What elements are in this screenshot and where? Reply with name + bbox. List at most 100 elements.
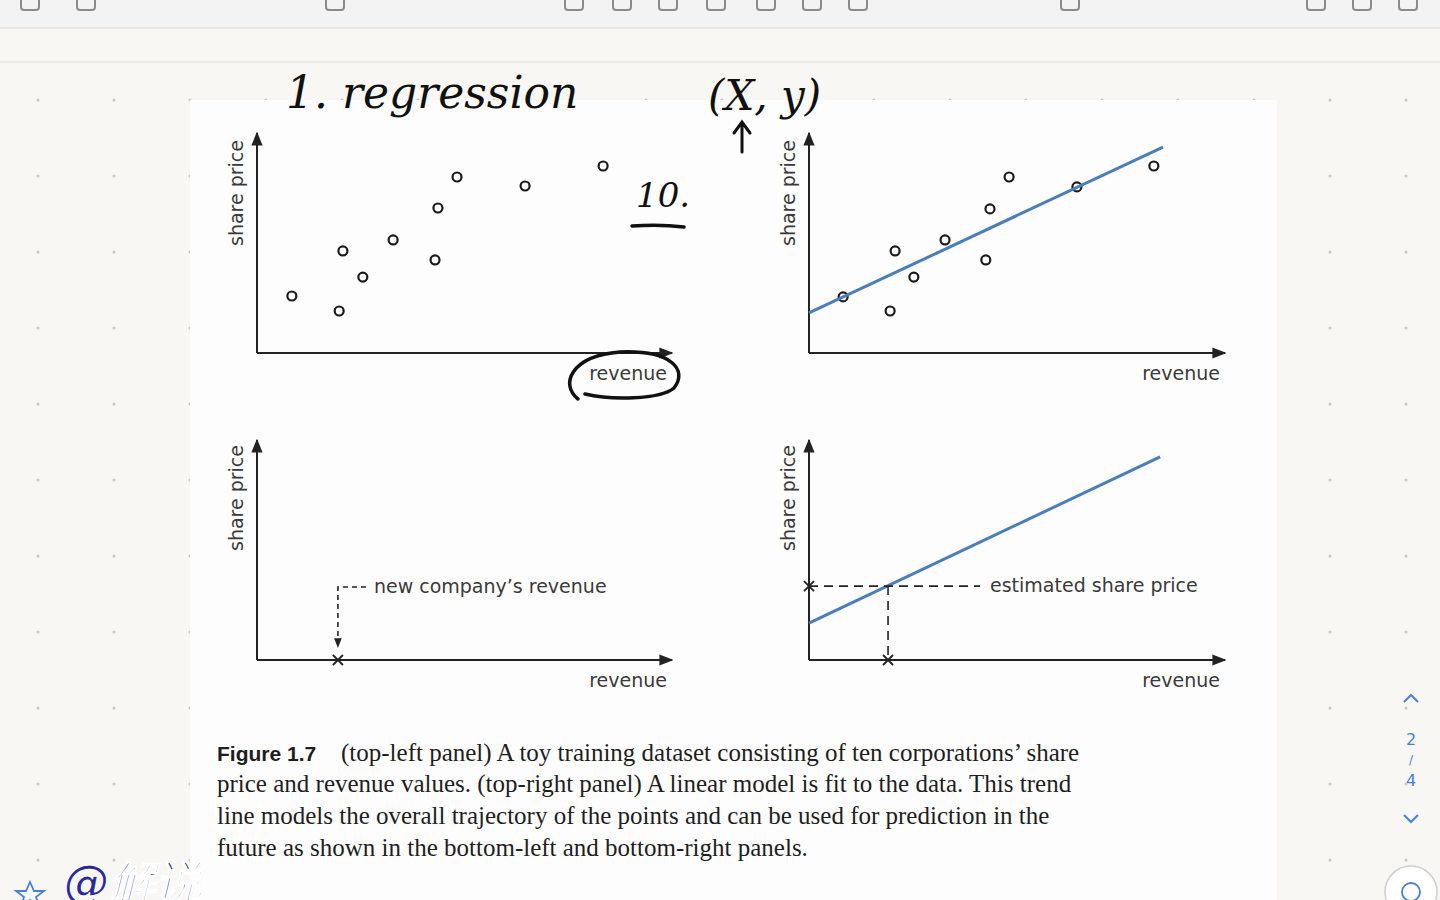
grid-dot — [1328, 478, 1331, 481]
grid-dot — [36, 250, 39, 253]
toolbar-icon[interactable] — [1307, 0, 1325, 10]
favorite-icon[interactable] — [16, 882, 44, 900]
handwriting: 1. regression(X, y)10. — [286, 67, 821, 399]
y-label: share price — [225, 140, 247, 246]
grid-dot — [112, 782, 115, 785]
grid-dot — [36, 402, 39, 405]
caption-line: line models the overall trajectory of th… — [217, 802, 1049, 829]
toolbar-icon[interactable] — [1399, 0, 1417, 10]
grid-dot — [36, 478, 39, 481]
x-axis — [809, 352, 1225, 354]
point — [981, 255, 990, 264]
toolbar-icon[interactable] — [326, 0, 344, 10]
grid-dot — [36, 174, 39, 177]
point — [433, 204, 442, 213]
toolbar-icon[interactable] — [565, 0, 583, 10]
estimate-guide-h — [809, 585, 980, 587]
point — [909, 273, 918, 282]
grid-dot — [1404, 554, 1407, 557]
grid-dot — [112, 554, 115, 557]
grid-dot — [112, 250, 115, 253]
x-axis — [257, 659, 672, 661]
toolbar-icon[interactable] — [1061, 0, 1079, 10]
grid-dot — [1328, 250, 1331, 253]
grid-dot — [1328, 782, 1331, 785]
point — [431, 255, 440, 264]
toolbar-border — [0, 28, 1440, 29]
page-rule — [0, 62, 1440, 63]
panel-scatter: share pricerevenue — [225, 133, 672, 384]
panel-scatter: share price revenue — [777, 133, 1225, 384]
toolbar-icon[interactable] — [707, 0, 725, 10]
point — [985, 204, 994, 213]
toolbar — [0, 0, 1440, 28]
add-icon[interactable] — [1402, 883, 1420, 900]
panel-scatter: share price revenue new company’s revenue — [225, 440, 672, 691]
y-axis — [256, 133, 258, 353]
panel-line: share price revenue estimated share price — [777, 440, 1225, 691]
y-axis — [808, 440, 810, 660]
x-label: revenue — [1142, 669, 1220, 691]
caption: Figure 1.7 (top-left panel) A toy trainin… — [217, 739, 1079, 861]
y-axis-marker — [804, 581, 814, 591]
grid-dot — [36, 782, 39, 785]
annotation-text: new company’s revenue — [374, 575, 607, 597]
hand-circle — [570, 352, 679, 399]
point — [335, 306, 344, 315]
grid-dot — [112, 630, 115, 633]
grid-dot — [36, 630, 39, 633]
grid-dot — [112, 706, 115, 709]
x-label: revenue — [1142, 362, 1220, 384]
toolbar-icon[interactable] — [1353, 0, 1371, 10]
toolbar-icon[interactable] — [613, 0, 631, 10]
toolbar-icon[interactable] — [659, 0, 677, 10]
x-axis-marker — [883, 655, 893, 665]
toolbar-icon[interactable] — [77, 0, 95, 10]
toolbar-icon[interactable] — [849, 0, 867, 10]
figure-card — [190, 100, 1277, 900]
hand-arrow — [734, 122, 750, 152]
grid-dot — [1328, 706, 1331, 709]
point — [338, 246, 347, 255]
point — [358, 273, 367, 282]
grid-dot — [36, 554, 39, 557]
page-separator: / — [1409, 753, 1414, 767]
y-label: share price — [777, 445, 799, 551]
caption-line: (top-left panel) A toy training dataset … — [341, 739, 1079, 767]
caption-line: price and revenue values. (top-right pan… — [217, 770, 1072, 798]
hand-pair: (X, y) — [708, 71, 821, 120]
toolbar-icon[interactable] — [757, 0, 775, 10]
x-label: revenue — [589, 669, 667, 691]
watermark: @解说 — [64, 855, 204, 900]
page-down[interactable] — [1404, 815, 1418, 822]
marks — [809, 147, 1163, 315]
toolbar-icon[interactable] — [803, 0, 821, 10]
grid-dot — [1404, 858, 1407, 861]
grid-dot — [112, 174, 115, 177]
grid-dot — [1404, 250, 1407, 253]
grid-dot — [1404, 478, 1407, 481]
toolbar-icon[interactable] — [21, 0, 39, 10]
page-up[interactable] — [1404, 695, 1418, 702]
grid-dot — [1328, 858, 1331, 861]
add-page-button[interactable] — [1385, 866, 1437, 900]
marks — [287, 162, 607, 316]
y-label: share price — [225, 445, 247, 551]
grid-dot — [112, 98, 115, 101]
annotation-text: estimated share price — [990, 574, 1198, 596]
trend-line — [809, 457, 1160, 623]
grid-dot — [1404, 706, 1407, 709]
estimate-guide-v — [887, 586, 889, 660]
annotation-arrow — [338, 587, 366, 646]
trend-line — [809, 147, 1163, 313]
grid-dot — [112, 478, 115, 481]
y-label: share price — [777, 140, 799, 246]
grid-dot — [36, 706, 39, 709]
grid-dot — [1404, 174, 1407, 177]
grid-dot — [1404, 630, 1407, 633]
page: share pricerevenueshare pricerevenueshar… — [0, 0, 1440, 900]
page-indicator: 2/4 — [1404, 695, 1418, 822]
caption-label: Figure 1.7 — [217, 742, 316, 765]
grid-dot — [1328, 554, 1331, 557]
point — [287, 292, 296, 301]
